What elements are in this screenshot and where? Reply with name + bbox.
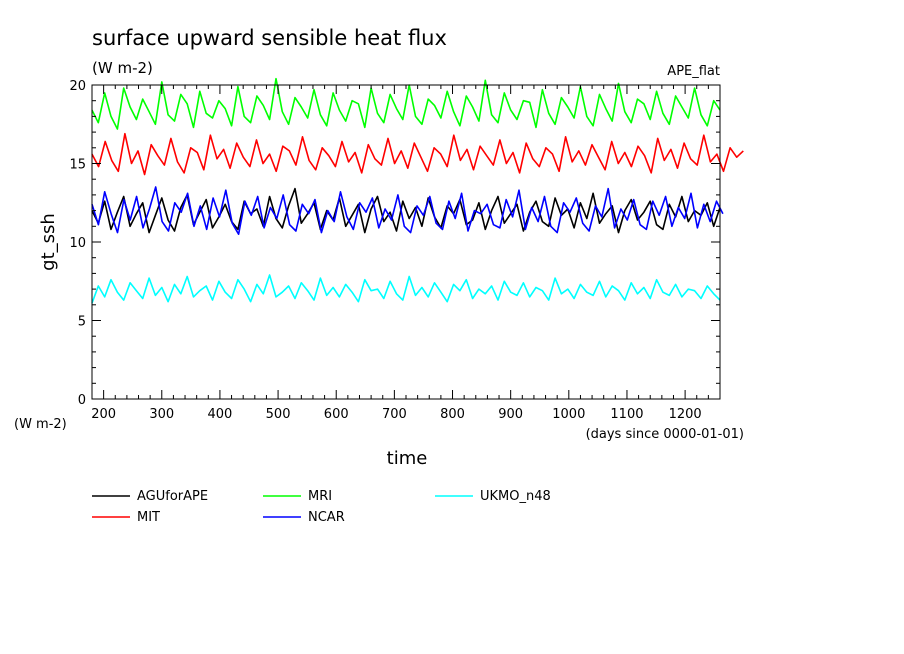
x-tick-label: 1000 <box>552 407 585 422</box>
y-axis-units: (W m-2) <box>14 417 67 432</box>
x-axis-ticks: 200 300 400 500 600 700 800 900 1000 1100 1200 <box>91 85 721 422</box>
x-axis-units: (days since 0000-01-01) <box>586 427 744 442</box>
x-tick-label: 700 <box>382 407 407 422</box>
series-line-ukmo-n48 <box>91 274 721 304</box>
x-tick-label: 1100 <box>610 407 643 422</box>
x-tick-label: 200 <box>91 407 116 422</box>
chart-units: (W m-2) <box>92 59 153 77</box>
x-tick-label: 800 <box>440 407 465 422</box>
y-tick-label: 5 <box>78 315 86 330</box>
experiment-label: APE_flat <box>667 64 720 79</box>
legend-label-ukmo-n48: UKMO_n48 <box>480 489 551 504</box>
series-layer <box>91 77 744 304</box>
y-tick-label: 0 <box>78 393 86 408</box>
series-line-mit <box>91 132 744 176</box>
legend-label-mit: MIT <box>137 510 160 525</box>
x-tick-label: 300 <box>149 407 174 422</box>
series-line-ncar <box>91 186 724 235</box>
chart-title: surface upward sensible heat flux <box>92 26 447 50</box>
series-line-mri <box>91 77 721 130</box>
y-tick-label: 15 <box>69 158 86 173</box>
y-axis-label: gt_ssh <box>38 213 59 271</box>
y-tick-label: 10 <box>69 236 86 251</box>
legend-label-aguforape: AGUforAPE <box>137 489 208 504</box>
legend-label-ncar: NCAR <box>308 510 345 525</box>
legend: AGUforAPE MIT MRI NCAR UKMO_n48 <box>92 489 551 525</box>
legend-label-mri: MRI <box>308 489 332 504</box>
x-tick-label: 900 <box>498 407 523 422</box>
x-tick-label: 600 <box>324 407 349 422</box>
x-tick-label: 400 <box>208 407 233 422</box>
plot-frame <box>91 84 721 400</box>
y-axis-ticks: 0 5 10 15 20 <box>69 79 720 408</box>
plot-area: 200 300 400 500 600 700 800 900 1000 1100 1200 0 5 1… <box>69 77 744 422</box>
y-tick-label: 20 <box>69 79 86 94</box>
x-tick-label: 500 <box>266 407 291 422</box>
x-axis-label: time <box>387 448 428 469</box>
x-tick-label: 1200 <box>669 407 702 422</box>
